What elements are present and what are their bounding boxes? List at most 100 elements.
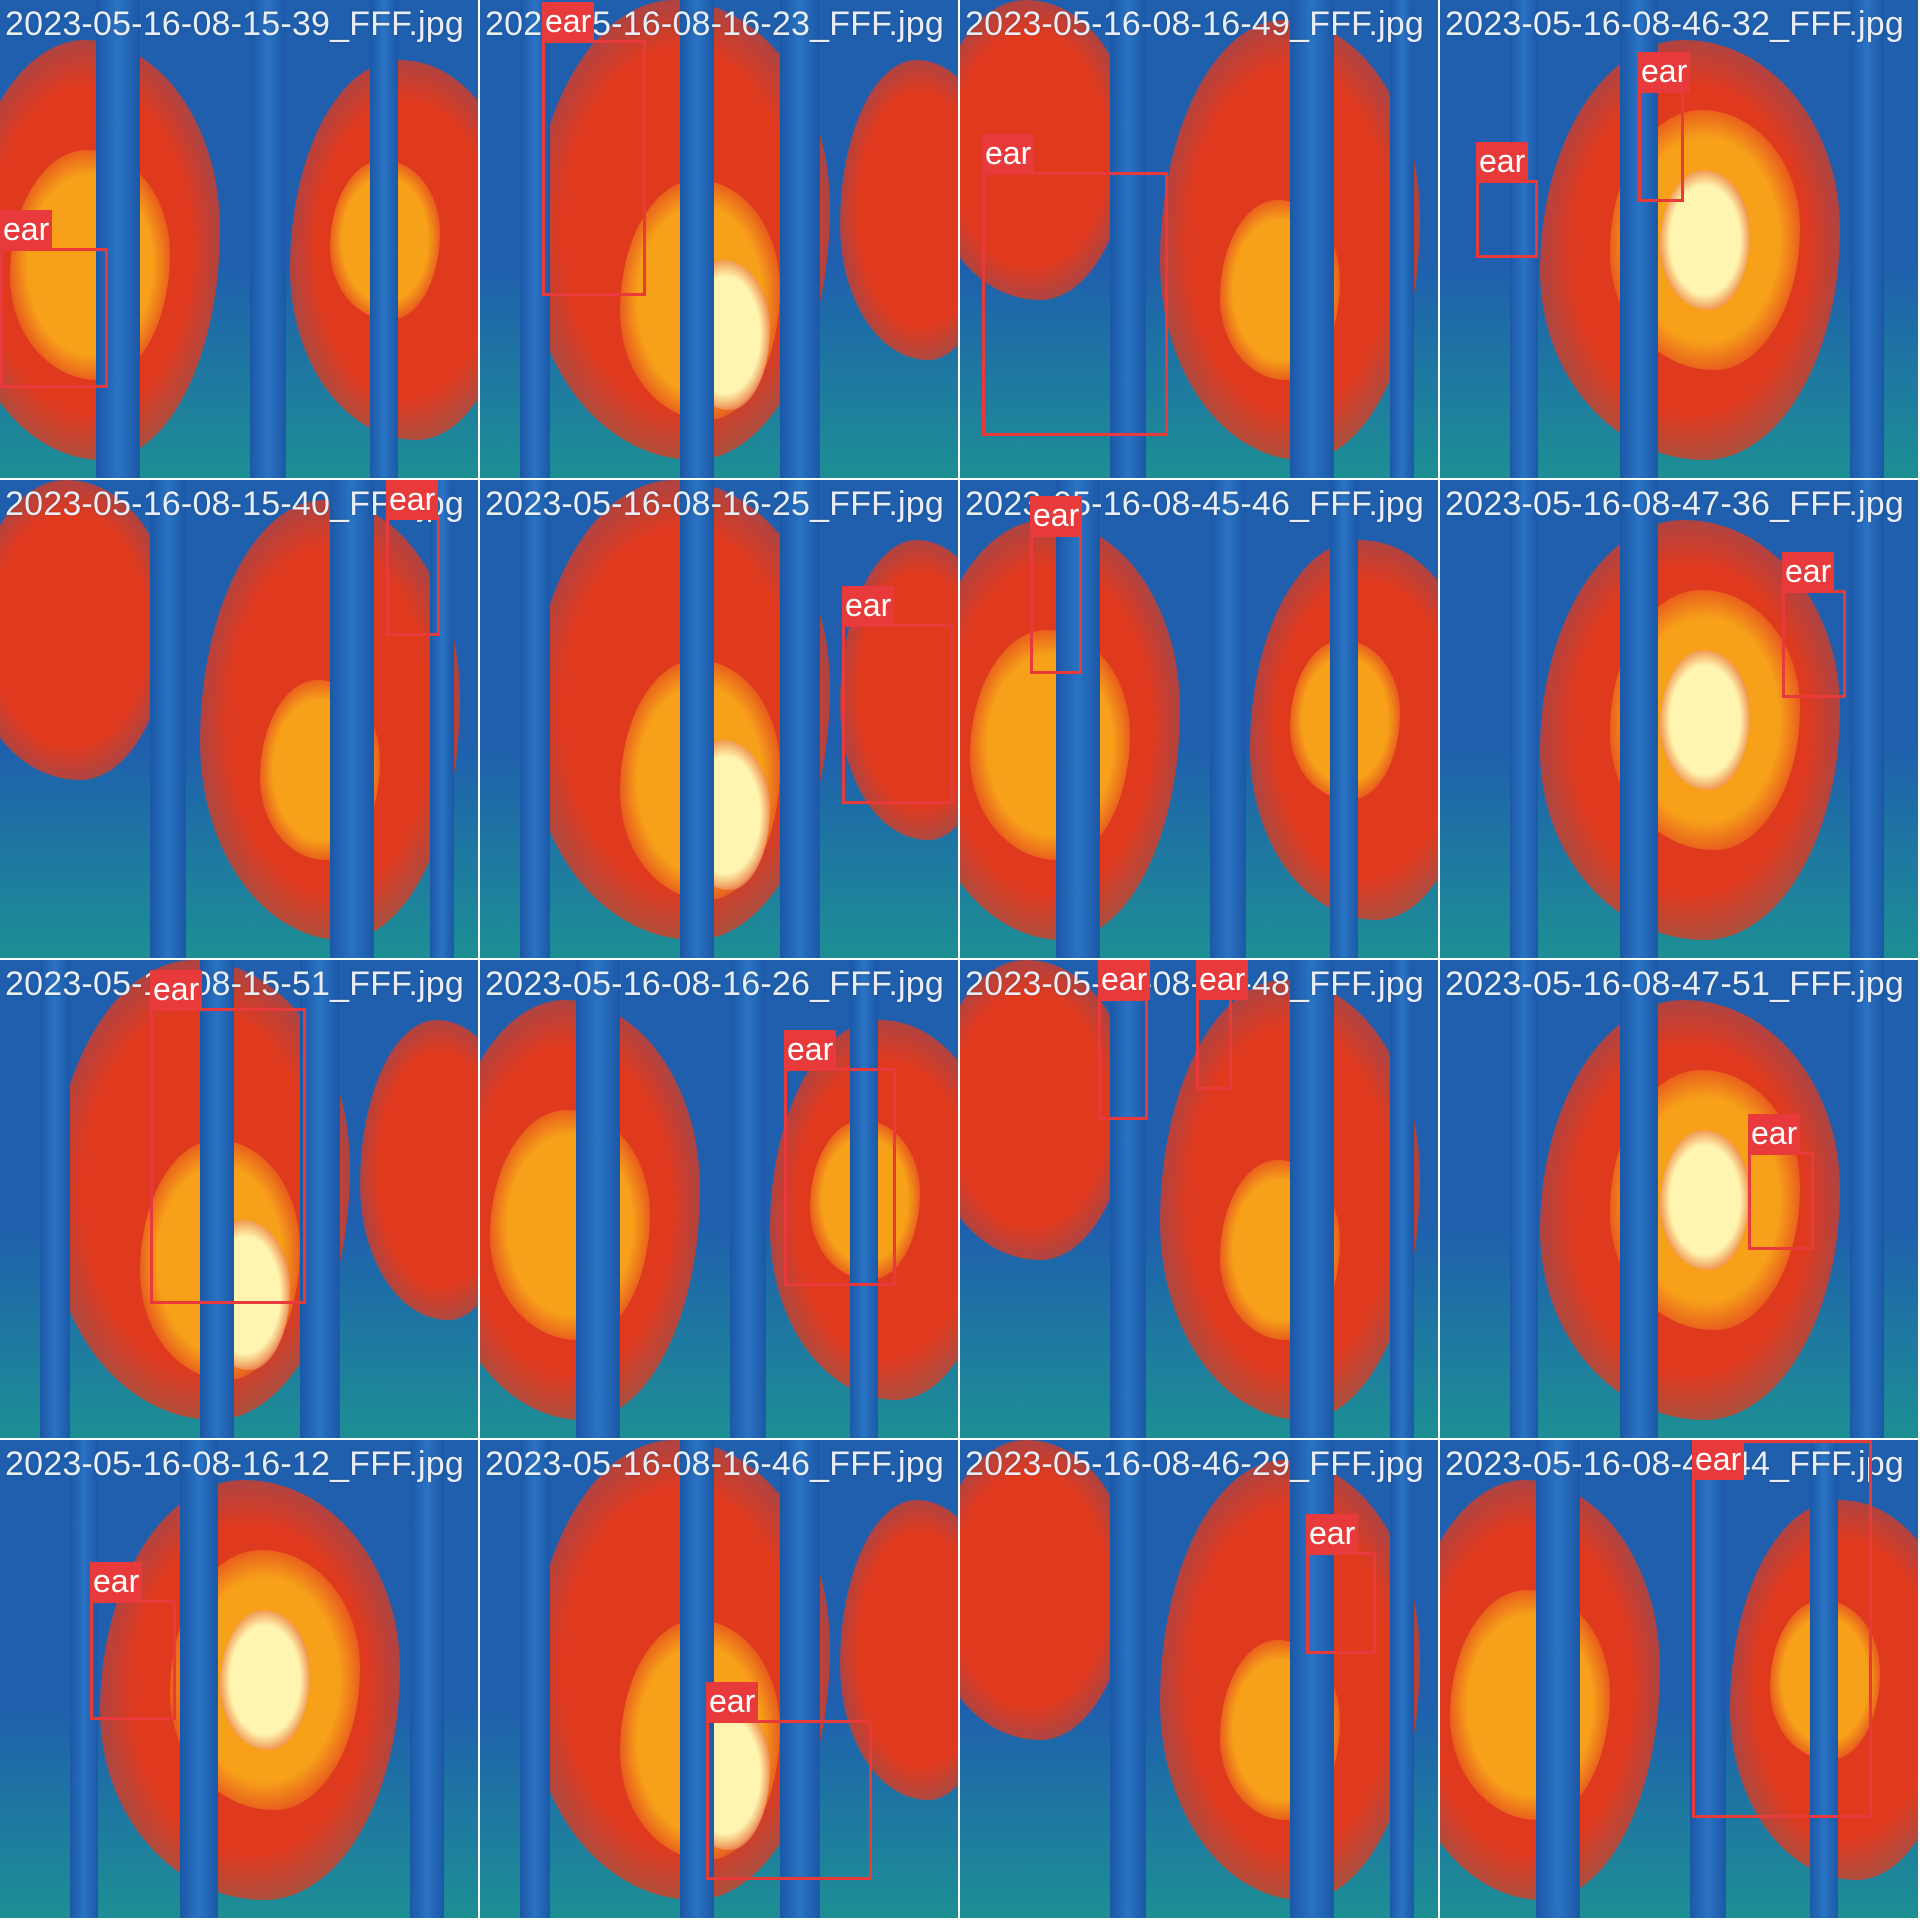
detection-label: ear: [706, 1682, 759, 1722]
pen-bar: [780, 1440, 820, 1918]
detection-label: ear: [386, 480, 439, 520]
ear-bounding-box: [842, 624, 954, 804]
ear-bounding-box: [982, 172, 1168, 436]
ear-bounding-box: [386, 516, 440, 636]
pen-bar: [410, 1440, 444, 1918]
pen-bar: [40, 960, 70, 1438]
heat-region: [1450, 1590, 1610, 1820]
pen-bar: [1110, 960, 1146, 1438]
image-filename: 2023-05-16-08-15-51_FFF.jpg: [5, 965, 465, 1003]
pen-bar: [1110, 1440, 1146, 1918]
ear-bounding-box: [1638, 90, 1684, 202]
pen-bar: [1290, 960, 1334, 1438]
detection-label: ear: [982, 134, 1035, 174]
detection-label: ear: [1030, 496, 1083, 536]
image-filename: 2023-05-16-08-46-32_FFF.jpg: [1445, 5, 1905, 43]
detection-label: ear: [1638, 52, 1691, 92]
ear-bounding-box: [150, 1008, 306, 1304]
pen-bar: [1810, 1440, 1838, 1918]
pen-bar: [680, 0, 714, 478]
detection-label: ear: [1748, 1114, 1801, 1154]
heat-region: [220, 1610, 310, 1750]
image-filename: 2023-05-16-08-16-46_FFF.jpg: [485, 1445, 945, 1483]
pen-bar: [520, 1440, 550, 1918]
pen-bar: [250, 0, 286, 478]
image-filename: 2023-05-16-08-46-29_FFF.jpg: [965, 1445, 1425, 1483]
detection-label: ear: [90, 1562, 143, 1602]
pen-bar: [1330, 480, 1358, 958]
detection-label: ear: [1476, 142, 1529, 182]
ear-bounding-box: [1692, 1440, 1872, 1818]
image-filename: 2023-05-16-08-16-49_FFF.jpg: [965, 5, 1425, 43]
pen-bar: [330, 480, 374, 958]
image-filename: 2023-05-16-08-45-48_FFF.jpg: [965, 965, 1425, 1003]
pen-bar: [150, 480, 186, 958]
image-filename: 2023-05-16-08-16-25_FFF.jpg: [485, 485, 945, 523]
pen-bar: [1510, 960, 1538, 1438]
pen-bar: [1210, 480, 1246, 958]
pen-bar: [1620, 480, 1658, 958]
ear-bounding-box: [1476, 180, 1538, 258]
pen-bar: [1620, 960, 1658, 1438]
heat-region: [960, 1440, 1130, 1740]
image-filename: 2023-05-16-08-47-51_FFF.jpg: [1445, 965, 1905, 1003]
detection-label: ear: [1306, 1514, 1359, 1554]
detection-label: ear: [1098, 960, 1151, 1000]
ear-bounding-box: [1306, 1552, 1376, 1654]
image-filename: 2023-05-16-08-15-39_FFF.jpg: [5, 5, 465, 43]
ear-bounding-box: [1098, 998, 1148, 1120]
ear-bounding-box: [706, 1720, 872, 1880]
detection-label: ear: [1692, 1440, 1745, 1480]
pen-bar: [70, 1440, 98, 1918]
pen-bar: [430, 480, 454, 958]
heat-region: [960, 960, 1130, 1260]
pen-bar: [1850, 960, 1884, 1438]
image-filename: 2023-05-16-08-48-44_FFF.jpg: [1445, 1445, 1905, 1483]
ear-bounding-box: [0, 248, 108, 388]
detection-label: ear: [842, 586, 895, 626]
thermal-image-tile: 2023-05-16-08-45-48_FFF.jpg ear ear: [960, 960, 1438, 1438]
pen-bar: [300, 960, 340, 1438]
ear-bounding-box: [1748, 1152, 1814, 1250]
pen-bar: [1510, 0, 1538, 478]
pen-bar: [1290, 0, 1334, 478]
pen-bar: [680, 480, 714, 958]
thermal-image-tile: 2023-05-16-08-47-36_FFF.jpg ear: [1440, 480, 1918, 958]
heat-region: [10, 150, 170, 380]
pen-bar: [1536, 1440, 1580, 1918]
pen-bar: [1110, 0, 1146, 478]
thermal-image-tile: 2023-05-16-08-16-26_FFF.jpg ear: [480, 960, 958, 1438]
pen-bar: [1690, 1440, 1726, 1918]
image-filename: 2023-05-16-08-16-12_FFF.jpg: [5, 1445, 465, 1483]
heat-region: [970, 630, 1130, 860]
pen-bar: [1390, 1440, 1414, 1918]
pen-bar: [1390, 0, 1414, 478]
heat-region: [1660, 170, 1750, 310]
ear-bounding-box: [90, 1600, 176, 1720]
heat-region: [0, 480, 170, 780]
detection-label: ear: [0, 210, 53, 250]
pen-bar: [1056, 480, 1100, 958]
pen-bar: [1390, 960, 1414, 1438]
thermal-image-tile: 2023-05-16-08-15-51_FFF.jpg ear: [0, 960, 478, 1438]
pen-bar: [370, 0, 398, 478]
detection-label: ear: [150, 970, 203, 1010]
ear-bounding-box: [542, 40, 646, 296]
pen-bar: [780, 480, 820, 958]
ear-bounding-box: [1782, 590, 1846, 698]
thermal-image-tile: 2023-05-16-08-16-23_FFF.jpg ear: [480, 0, 958, 478]
pen-bar: [850, 960, 878, 1438]
thermal-image-tile: 2023-05-16-08-45-46_FFF.jpg ear: [960, 480, 1438, 958]
pen-bar: [780, 0, 820, 478]
ear-bounding-box: [1030, 534, 1082, 674]
pen-bar: [1850, 480, 1884, 958]
pen-bar: [180, 1440, 218, 1918]
detection-label: ear: [784, 1030, 837, 1070]
pen-bar: [200, 960, 234, 1438]
